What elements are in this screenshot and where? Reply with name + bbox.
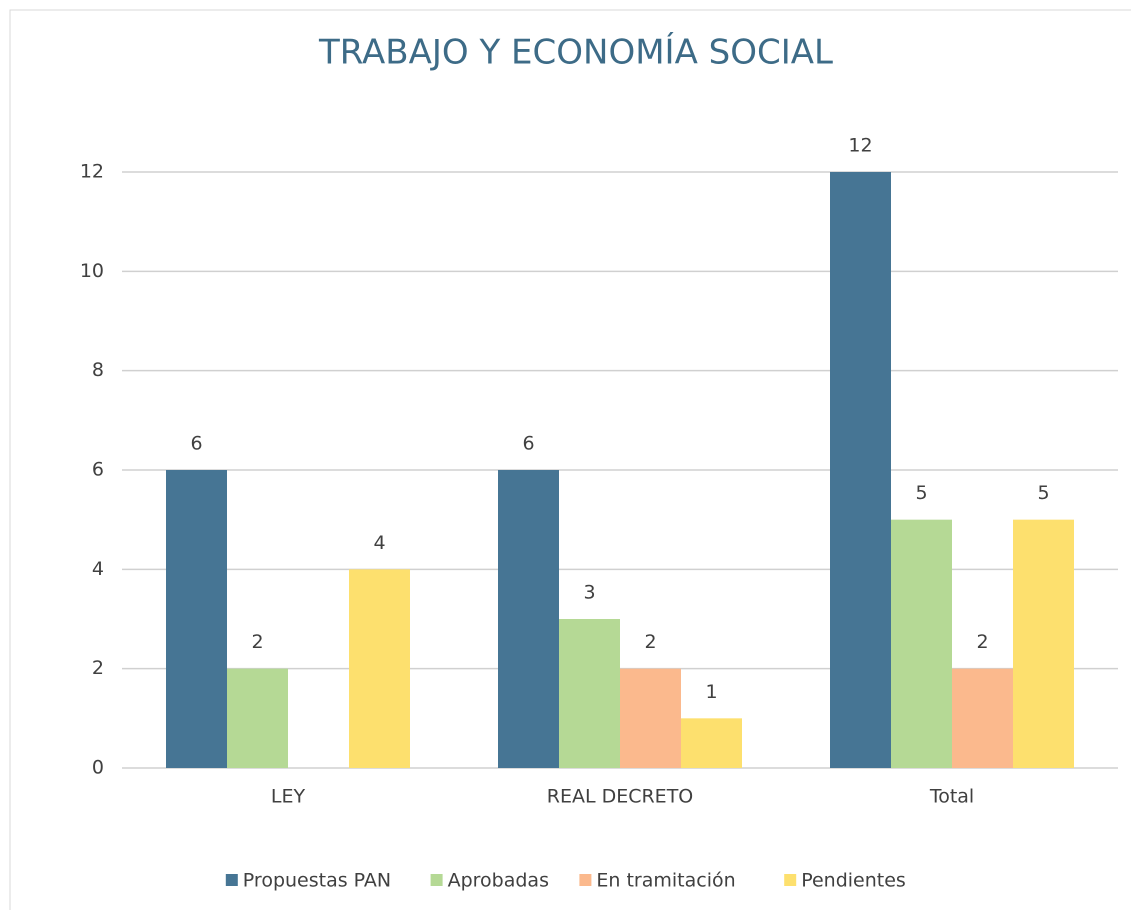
bar	[830, 172, 891, 768]
bar	[349, 569, 410, 768]
bar	[227, 668, 288, 768]
data-label: 4	[373, 532, 385, 554]
y-tick-label: 6	[92, 459, 104, 481]
legend-label: Aprobadas	[448, 870, 549, 892]
data-label: 2	[251, 631, 263, 653]
x-tick-label: REAL DECRETO	[547, 786, 694, 808]
data-label: 5	[915, 482, 927, 504]
legend-label: Propuestas PAN	[243, 870, 391, 892]
legend-label: En tramitación	[596, 870, 735, 892]
bar	[166, 470, 227, 768]
legend-swatch	[579, 874, 592, 886]
data-label: 1	[705, 681, 717, 703]
data-label: 3	[583, 582, 595, 604]
y-tick-label: 8	[92, 359, 104, 381]
x-tick-label: LEY	[271, 786, 306, 808]
y-tick-label: 4	[92, 558, 104, 580]
chart-title: TRABAJO Y ECONOMÍA SOCIAL	[318, 32, 833, 73]
y-tick-label: 12	[80, 161, 104, 183]
data-label: 6	[190, 433, 202, 455]
bar	[1013, 519, 1074, 768]
chart-frame	[9, 9, 1131, 910]
legend-label: Pendientes	[801, 870, 906, 892]
legend-swatch	[225, 874, 238, 886]
bar	[681, 718, 742, 768]
legend-swatch	[430, 874, 443, 886]
bar	[952, 668, 1013, 768]
y-tick-label: 0	[92, 757, 104, 779]
bar	[620, 668, 681, 768]
data-label: 12	[848, 135, 872, 157]
data-label: 2	[644, 631, 656, 653]
x-tick-label: Total	[929, 786, 974, 808]
bar	[498, 470, 559, 768]
data-label: 2	[976, 631, 988, 653]
bar	[891, 519, 952, 768]
data-label: 5	[1037, 482, 1049, 504]
y-tick-label: 2	[92, 657, 104, 679]
y-tick-label: 10	[80, 260, 104, 282]
legend-swatch	[784, 874, 797, 886]
bar	[559, 619, 620, 768]
data-label: 6	[522, 433, 534, 455]
